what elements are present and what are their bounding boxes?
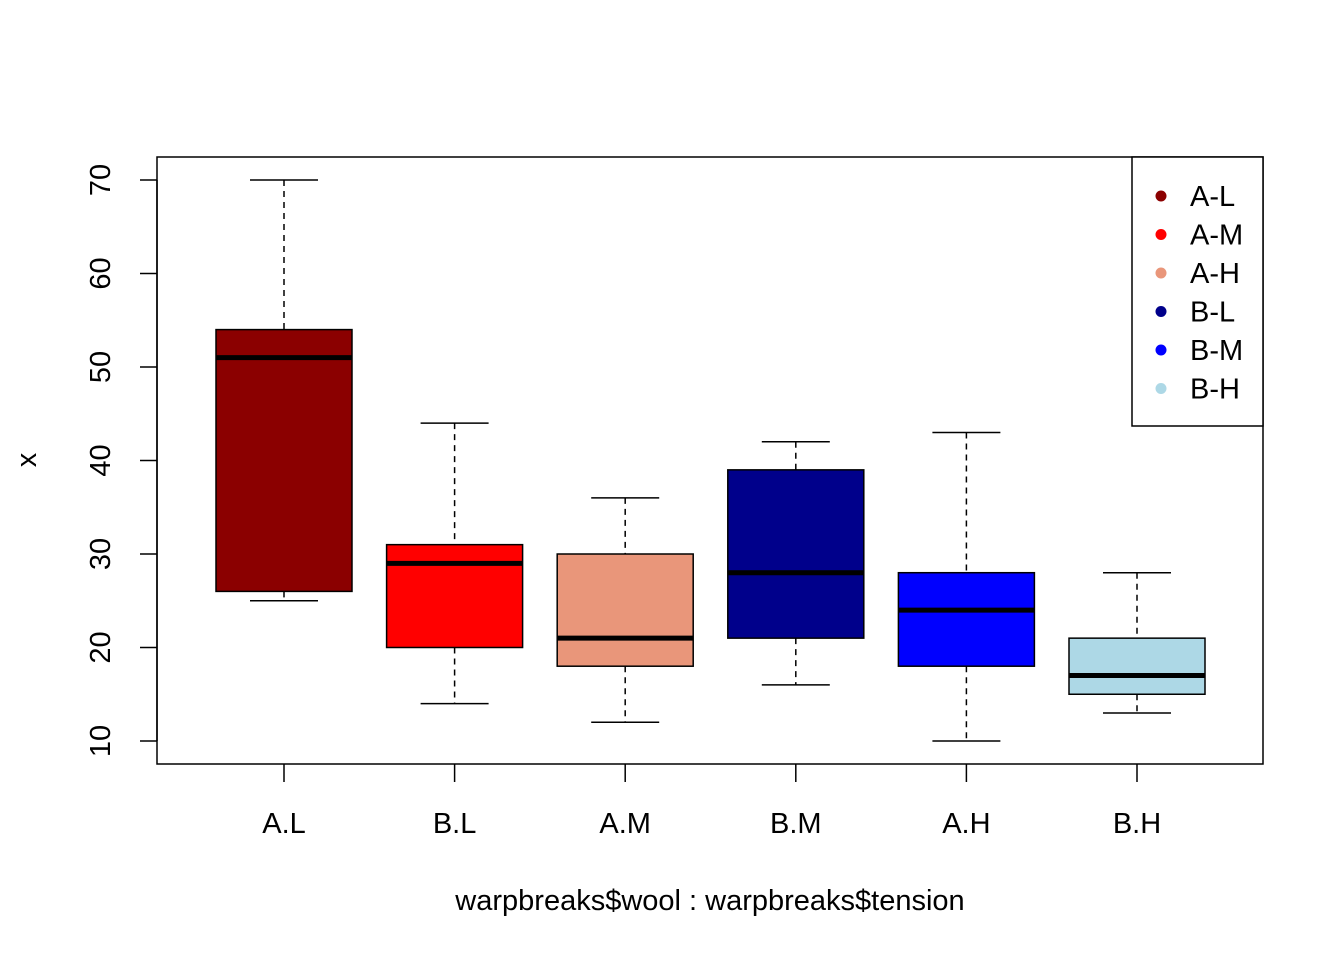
legend-marker [1155,190,1167,202]
legend-marker [1155,306,1167,317]
box-B.L [385,422,524,705]
legend: A-L A-M A-H B-L B-M B-H [1131,156,1264,427]
x-tick-label: A.L [262,808,306,840]
iqr-box [215,328,353,593]
iqr-box [727,469,865,639]
box-B.M [727,441,865,686]
x-tick-label: B.L [433,808,477,840]
y-tick-label: 60 [85,257,117,289]
y-axis-label: x [11,452,43,467]
y-tick-label: 20 [85,631,117,663]
y-tick-label: 40 [85,444,117,476]
legend-label: A-H [1190,258,1240,290]
legend-label: B-M [1190,335,1243,367]
iqr-box [897,571,1036,667]
y-tick-label: 10 [85,725,117,757]
y-tick-label: 30 [85,538,117,570]
iqr-box [556,553,694,667]
legend-label: B-H [1190,374,1240,406]
box-A.H [897,431,1036,742]
box-B.H [1068,571,1206,714]
legend-box [1131,156,1264,427]
legend-marker [1155,344,1167,356]
legend-marker [1155,383,1167,394]
x-tick-label: B.H [1113,808,1161,840]
iqr-box [385,543,524,649]
x-tick-label: A.M [599,808,651,840]
legend-marker [1155,229,1167,240]
x-tick-label: A.H [942,808,990,840]
iqr-box [1068,637,1206,696]
legend-label: A-L [1190,181,1235,213]
legend-marker [1155,267,1167,279]
y-tick-label: 50 [85,351,117,383]
box-A.L [215,179,353,602]
x-axis-label: warpbreaks$wool : warpbreaks$tension [454,885,964,917]
y-tick-label: 70 [85,164,117,196]
x-tick-label: B.M [770,808,822,840]
legend-label: B-L [1190,297,1235,329]
legend-label: A-M [1190,220,1243,252]
box-A.M [556,497,694,724]
